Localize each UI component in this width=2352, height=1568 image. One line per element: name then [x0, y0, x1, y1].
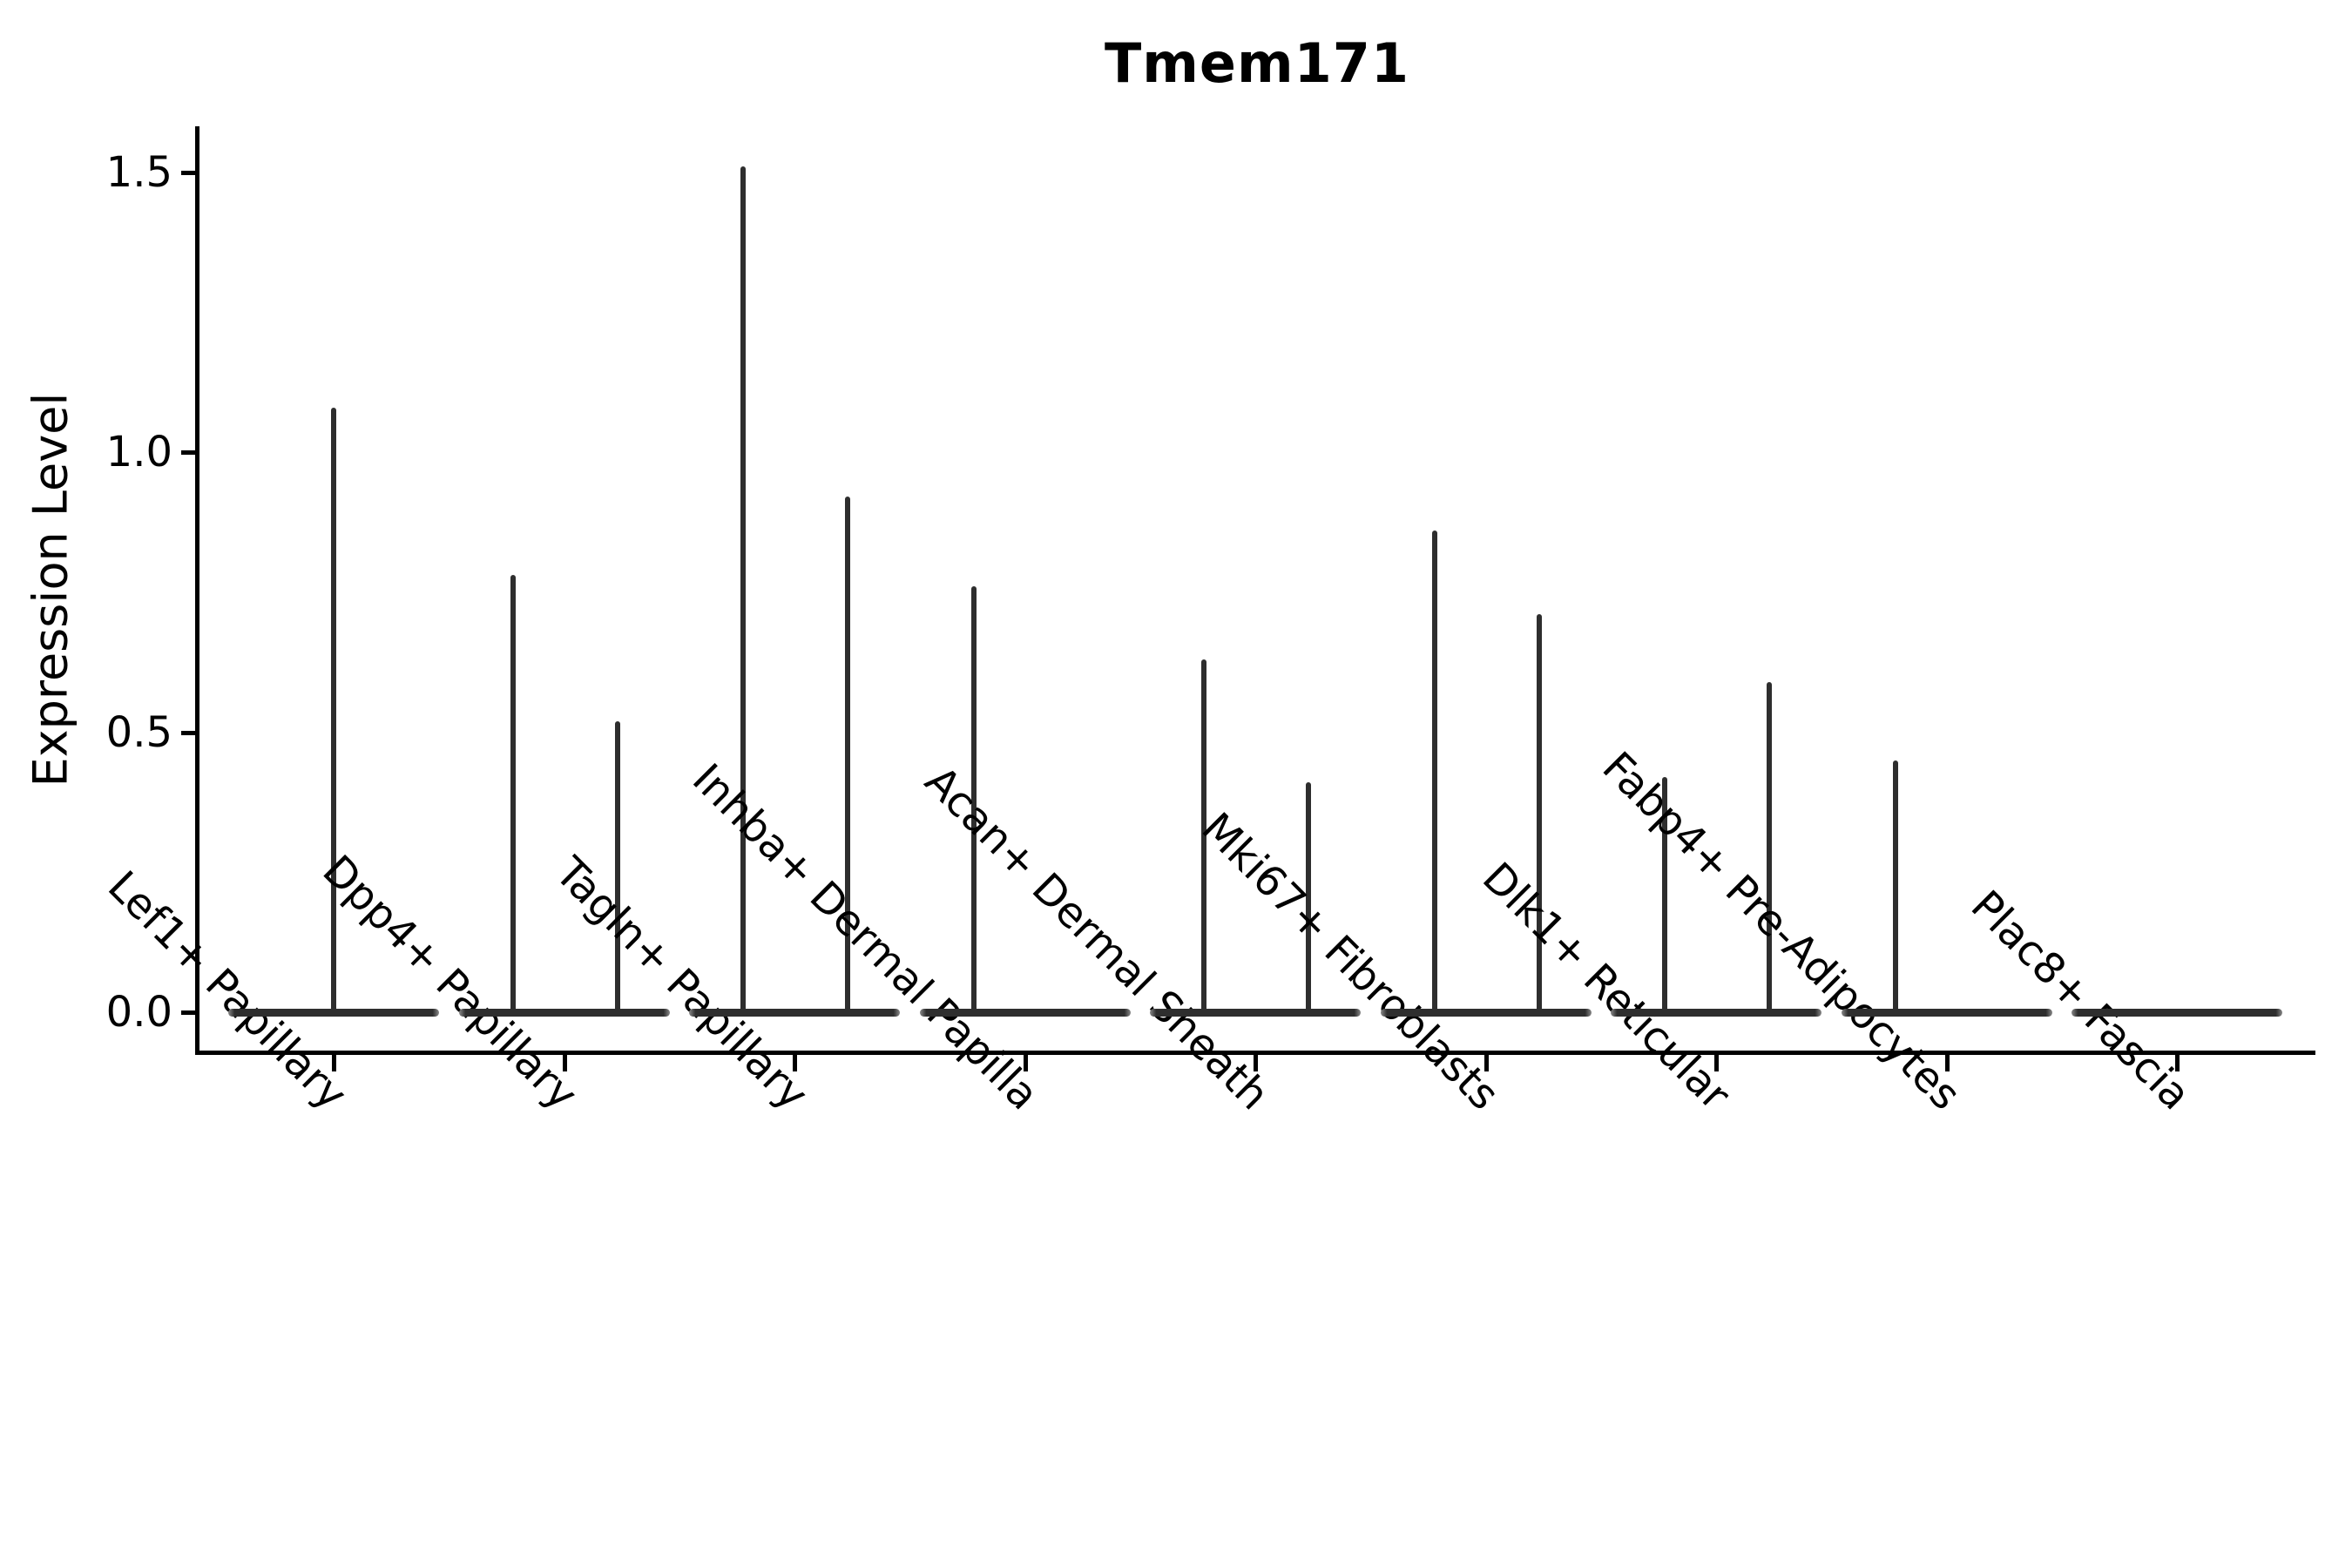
x-tick-mark [1714, 1055, 1719, 1071]
violin-spike [510, 575, 516, 1012]
x-tick-mark [2175, 1055, 2180, 1071]
violin-spike [1767, 681, 1772, 1012]
y-tick-label: 0.0 [105, 988, 172, 1037]
x-axis-line [195, 1051, 2315, 1055]
y-tick-label: 1.5 [105, 147, 172, 197]
violin-spike [1662, 776, 1667, 1012]
violin-baseline [2072, 1009, 2282, 1017]
x-tick-mark [1023, 1055, 1028, 1071]
violin-baseline [458, 1009, 670, 1017]
x-tick-label: Dlk1+ Reticular [1472, 853, 1740, 1120]
y-tick-mark [181, 450, 195, 455]
y-tick-mark [181, 1010, 195, 1015]
x-tick-mark [793, 1055, 797, 1071]
y-tick-mark [181, 170, 195, 175]
violin-baseline [228, 1009, 439, 1017]
x-tick-mark [562, 1055, 567, 1071]
violin-spike [740, 166, 746, 1012]
violin-spike [1306, 782, 1311, 1012]
x-tick-label: Plac8+ Fascia [1961, 881, 2200, 1120]
violin-spike [970, 586, 977, 1012]
violin-spike [614, 720, 620, 1012]
violin-baseline [1611, 1009, 1821, 1017]
violin-baseline [1380, 1009, 1592, 1017]
y-tick-label: 0.5 [105, 707, 172, 757]
y-axis-line [195, 126, 199, 1055]
x-tick-label: Dpp4+ Papillary [313, 846, 587, 1120]
violin-spike [1892, 760, 1898, 1012]
y-tick-mark [181, 730, 195, 735]
x-tick-mark [1254, 1055, 1258, 1071]
violin-spike [1431, 531, 1437, 1012]
violin-baseline [689, 1009, 900, 1017]
x-tick-mark [332, 1055, 336, 1071]
violin-spike [1536, 614, 1542, 1012]
violin-spike [1201, 659, 1206, 1012]
violin-spike [845, 497, 850, 1012]
violin-baseline [919, 1009, 1131, 1017]
x-tick-mark [1944, 1055, 1950, 1071]
chart-title: Tmem171 [1105, 31, 1409, 95]
y-tick-label: 1.0 [105, 428, 172, 476]
x-tick-mark [1484, 1055, 1489, 1071]
x-tick-label: Tagln+ Papillary [545, 848, 818, 1120]
violin-baseline [1841, 1009, 2052, 1017]
violin-spike [331, 407, 336, 1012]
violin-baseline [1150, 1009, 1361, 1017]
